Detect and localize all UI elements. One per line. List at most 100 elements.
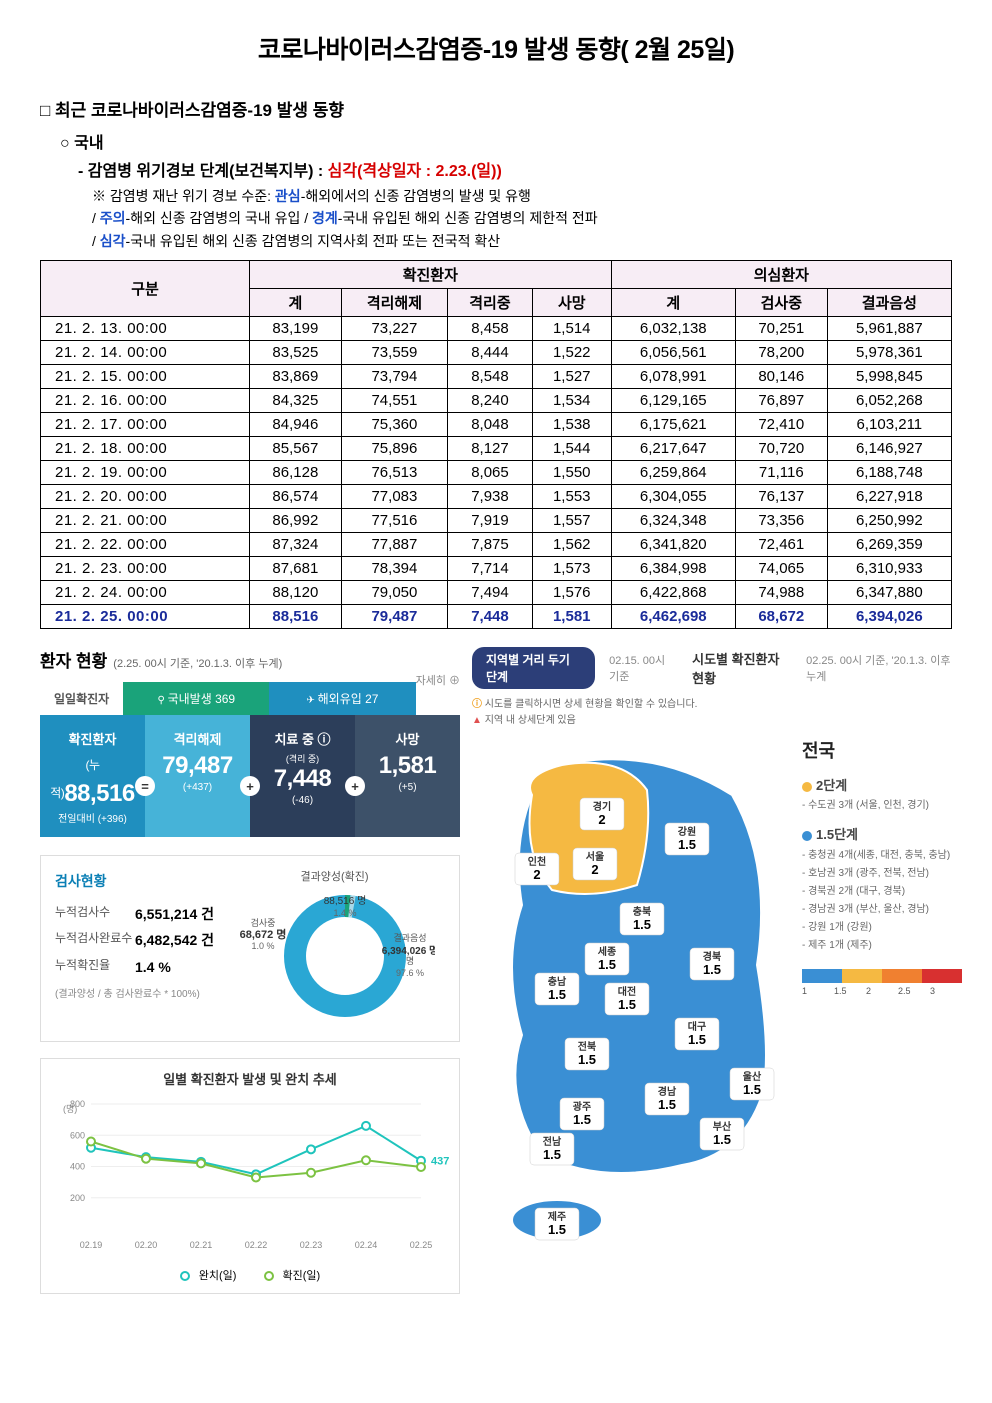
cell-value: 7,875 [448, 533, 533, 557]
cell-value: 6,129,165 [611, 389, 735, 413]
cell-date: 21. 2. 25. 00:00 [41, 605, 250, 629]
svg-text:결과음성: 결과음성 [393, 933, 426, 943]
cell-value: 84,946 [249, 413, 341, 437]
cell-value: 85,567 [249, 437, 341, 461]
donut-chart: 결과양성(확진) 88,516 명 1.4 % 검사중 68,672 명 1.0… [224, 868, 445, 1029]
cell-value: 1,527 [532, 365, 611, 389]
cell-value: 76,513 [341, 461, 447, 485]
alert-line: - 감염병 위기경보 단계(보건복지부) : 심각(격상일자 : 2.23.(일… [78, 157, 952, 181]
alert-levels-note: ※ 감염병 재난 위기 경보 수준: 관심-해외에서의 신종 감염병의 발생 및… [92, 185, 952, 252]
cell-date: 21. 2. 18. 00:00 [41, 437, 250, 461]
trend-chart: (명)20040060080002.1902.2002.2102.2202.23… [51, 1094, 451, 1254]
cell-value: 77,083 [341, 485, 447, 509]
cell-value: 80,146 [735, 365, 827, 389]
level-2: 주의 [100, 210, 126, 226]
import-badge: ✈ 해외유입 27 [269, 682, 415, 715]
cell-date: 21. 2. 15. 00:00 [41, 365, 250, 389]
svg-text:1.5: 1.5 [658, 1097, 676, 1112]
map-note-2: 지역 내 상세단계 있음 [472, 713, 952, 729]
svg-text:검사중: 검사중 [250, 917, 275, 928]
cell-value: 71,116 [735, 461, 827, 485]
tests-title: 검사현황 [55, 868, 214, 895]
th-category: 구분 [41, 261, 250, 317]
th-confirmed: 확진환자 [249, 261, 611, 289]
map-notes: 시도를 클릭하시면 상세 현황을 확인할 수 있습니다. 지역 내 상세단계 있… [472, 697, 952, 729]
daily-label: 일일확진자 [40, 682, 123, 715]
cell-value: 6,052,268 [827, 389, 951, 413]
svg-text:1.5: 1.5 [688, 1032, 706, 1047]
more-link[interactable]: 자세히 ⊕ [416, 672, 460, 688]
svg-text:437: 437 [431, 1156, 449, 1168]
th-sub: 결과음성 [827, 289, 951, 317]
cell-value: 78,394 [341, 557, 447, 581]
table-row: 21. 2. 16. 00:0084,32574,5518,2401,5346,… [41, 389, 952, 413]
cell-value: 86,574 [249, 485, 341, 509]
level-1: 관심 [275, 188, 301, 204]
cell-value: 76,137 [735, 485, 827, 509]
cell-value: 72,410 [735, 413, 827, 437]
cell-value: 1,550 [532, 461, 611, 485]
note-prefix: ※ 감염병 재난 위기 경보 수준: [92, 188, 275, 204]
cell-value: 75,360 [341, 413, 447, 437]
table-row: 21. 2. 25. 00:0088,51679,4877,4481,5816,… [41, 605, 952, 629]
cell-value: 1,581 [532, 605, 611, 629]
cell-value: 74,551 [341, 389, 447, 413]
cell-value: 6,056,561 [611, 341, 735, 365]
cell-value: 83,525 [249, 341, 341, 365]
color-scale-labels: 11.522.53 [802, 983, 962, 999]
cell-date: 21. 2. 19. 00:00 [41, 461, 250, 485]
svg-text:02.23: 02.23 [300, 1240, 323, 1250]
cell-value: 1,544 [532, 437, 611, 461]
map-heading: 시도별 확진환자 현황 [692, 649, 792, 687]
table-row: 21. 2. 14. 00:0083,52573,5598,4441,5226,… [41, 341, 952, 365]
tests-note: (결과양성 / 총 검사완료수 * 100%) [55, 985, 214, 1004]
svg-text:1.5: 1.5 [618, 997, 636, 1012]
svg-text:02.24: 02.24 [355, 1240, 378, 1250]
table-row: 21. 2. 23. 00:0087,68178,3947,7141,5736,… [41, 557, 952, 581]
th-sub: 계 [611, 289, 735, 317]
svg-text:88,516 명: 88,516 명 [323, 895, 366, 907]
cell-value: 6,217,647 [611, 437, 735, 461]
cell-value: 6,227,918 [827, 485, 951, 509]
cell-value: 6,304,055 [611, 485, 735, 509]
cell-value: 72,461 [735, 533, 827, 557]
cell-value: 77,516 [341, 509, 447, 533]
table-row: 21. 2. 24. 00:0088,12079,0507,4941,5766,… [41, 581, 952, 605]
cell-value: 8,548 [448, 365, 533, 389]
map-header: 지역별 거리 두기 단계 02.15. 00시 기준 시도별 확진환자 현황 0… [472, 647, 952, 689]
stat-box: 치료 중 ⓘ(격리 중)7,448(-46)+ [250, 715, 355, 837]
svg-text:2: 2 [591, 862, 598, 877]
cell-value: 8,444 [448, 341, 533, 365]
svg-text:68,672 명: 68,672 명 [239, 927, 286, 941]
svg-text:1.0 %: 1.0 % [251, 941, 274, 951]
test-row: 누적검사완료수6,482,542 건 [55, 927, 214, 954]
daily-table: 구분 확진환자 의심환자 계격리해제격리중사망계검사중결과음성 21. 2. 1… [40, 260, 952, 629]
cell-value: 70,251 [735, 317, 827, 341]
cell-value: 78,200 [735, 341, 827, 365]
status-title: 환자 현황 [40, 647, 107, 672]
level-2-desc: -해외 신종 감염병의 국내 유입 [126, 210, 305, 226]
cell-value: 7,938 [448, 485, 533, 509]
cell-value: 79,487 [341, 605, 447, 629]
cell-value: 8,048 [448, 413, 533, 437]
cell-value: 7,448 [448, 605, 533, 629]
cell-value: 7,919 [448, 509, 533, 533]
donut-title: 결과양성(확진) [224, 868, 445, 884]
table-row: 21. 2. 22. 00:0087,32477,8877,8751,5626,… [41, 533, 952, 557]
cell-value: 1,514 [532, 317, 611, 341]
th-sub: 격리중 [448, 289, 533, 317]
cell-value: 87,681 [249, 557, 341, 581]
cell-value: 6,259,864 [611, 461, 735, 485]
svg-text:600: 600 [70, 1130, 85, 1140]
svg-text:1.5: 1.5 [633, 917, 651, 932]
legend-l15: 1.5단계 [816, 827, 858, 842]
legend-conf: 확진(일) [283, 1270, 321, 1282]
cell-value: 68,672 [735, 605, 827, 629]
korea-map[interactable]: 경기2서울2인천2강원1.5충북1.5세종1.5충남1.5대전1.5경북1.5대… [472, 735, 792, 1255]
map-pill: 지역별 거리 두기 단계 [472, 647, 595, 689]
cell-value: 87,324 [249, 533, 341, 557]
cell-value: 88,120 [249, 581, 341, 605]
cell-value: 6,175,621 [611, 413, 735, 437]
map-legend: 전국 2단계 - 수도권 3개 (서울, 인천, 경기) 1.5단계 - 충청권… [802, 735, 952, 1260]
legend-item: - 제주 1개 (제주) [802, 937, 952, 955]
